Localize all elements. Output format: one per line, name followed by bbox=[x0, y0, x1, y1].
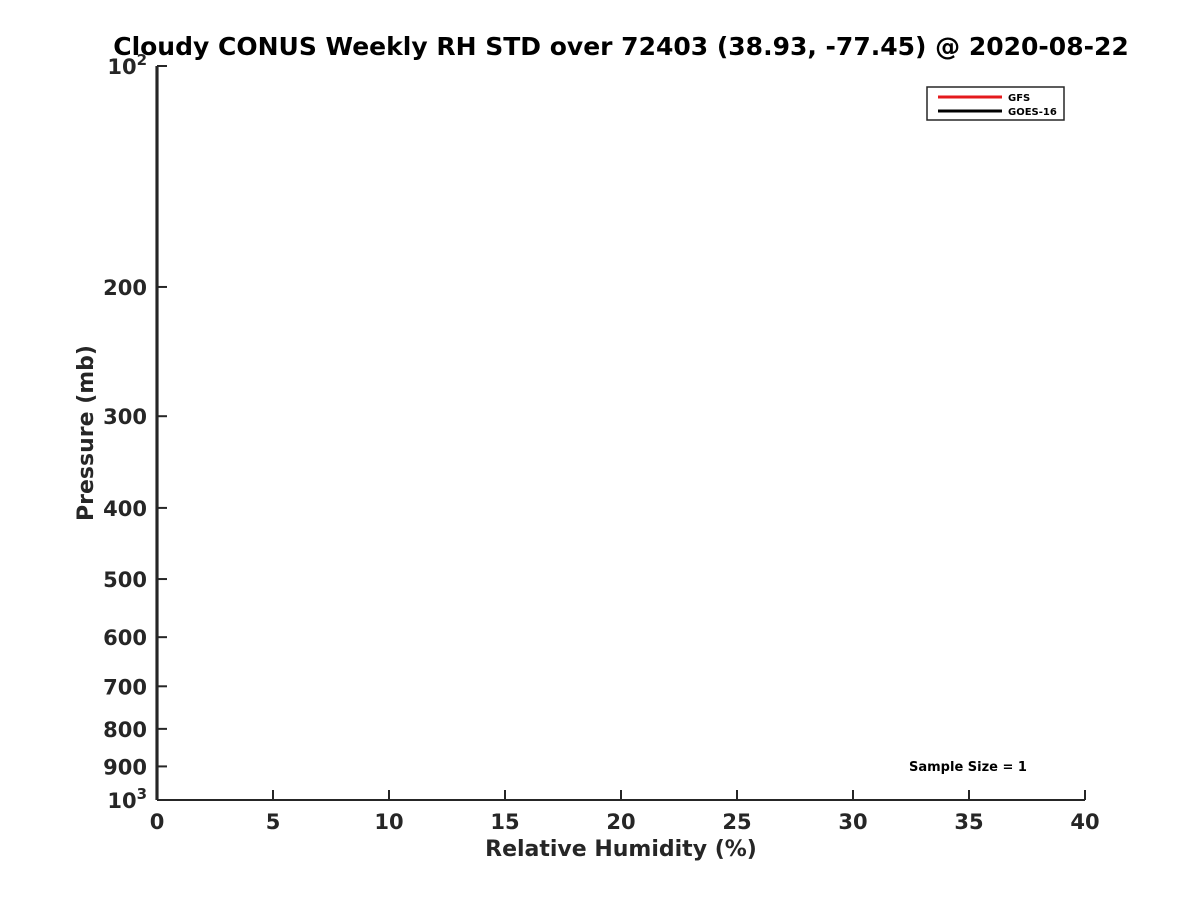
annotations: Sample Size = 1 bbox=[909, 760, 1027, 775]
y-tick-label: 102 bbox=[107, 51, 147, 79]
chart-title: Cloudy CONUS Weekly RH STD over 72403 (3… bbox=[113, 32, 1129, 61]
legend-entry-label: GOES-16 bbox=[1008, 107, 1057, 118]
x-tick-label: 25 bbox=[722, 810, 751, 834]
x-tick-label: 40 bbox=[1070, 810, 1099, 834]
y-tick-label: 900 bbox=[103, 755, 147, 779]
axes-layer: 0 5 10 15 20 25 30 35 40 102 200 300 400 500 600 700 800… bbox=[103, 51, 1099, 834]
legend: GFS GOES-16 bbox=[926, 86, 1065, 121]
legend-box bbox=[926, 86, 1065, 121]
x-tick-label: 0 bbox=[150, 810, 165, 834]
x-tick-label: 5 bbox=[266, 810, 281, 834]
y-tick-label: 800 bbox=[103, 718, 147, 742]
y-axis-label: Pressure (mb) bbox=[74, 345, 99, 521]
x-tick-label: 20 bbox=[606, 810, 635, 834]
legend-entry-label: GFS bbox=[1008, 93, 1030, 104]
y-tick-label: 103 bbox=[107, 785, 147, 813]
x-tick-label: 10 bbox=[374, 810, 403, 834]
x-tick-label: 30 bbox=[838, 810, 867, 834]
y-tick-label: 700 bbox=[103, 675, 147, 699]
y-tick-label: 200 bbox=[103, 276, 147, 300]
y-tick-label: 400 bbox=[103, 497, 147, 521]
sample-size-annotation: Sample Size = 1 bbox=[909, 760, 1027, 775]
x-tick-label: 15 bbox=[490, 810, 519, 834]
x-axis-label: Relative Humidity (%) bbox=[485, 837, 757, 862]
y-tick-label: 500 bbox=[103, 568, 147, 592]
x-tick-label: 35 bbox=[954, 810, 983, 834]
y-tick-label: 300 bbox=[103, 405, 147, 429]
y-tick-label: 600 bbox=[103, 626, 147, 650]
